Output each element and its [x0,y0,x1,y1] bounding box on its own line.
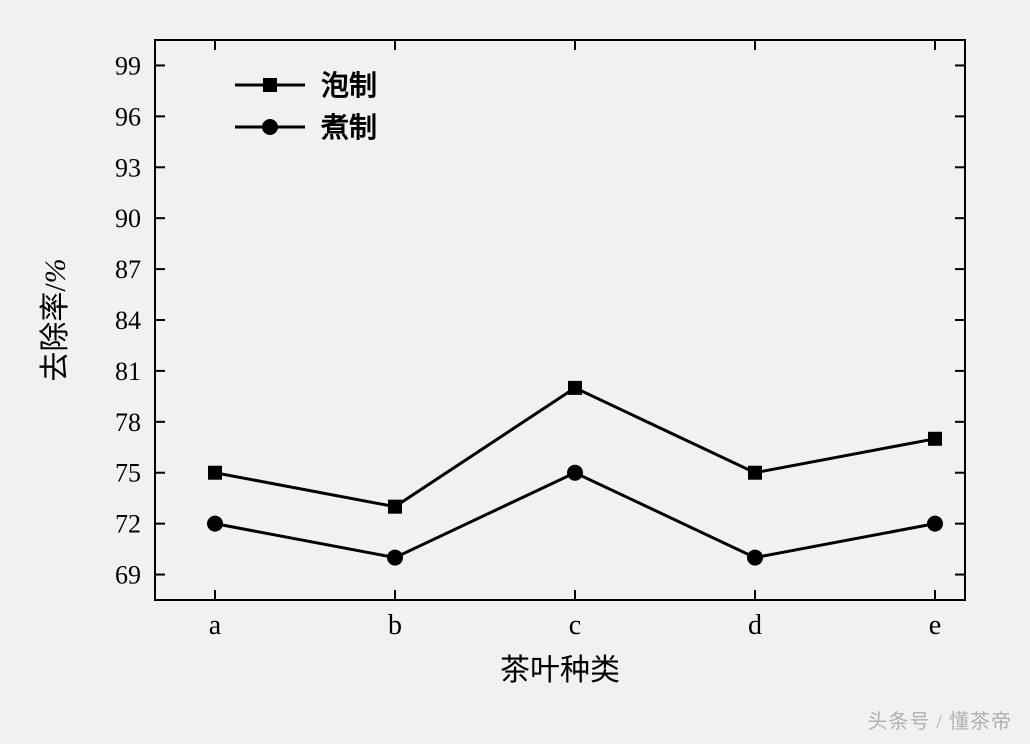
svg-text:d: d [748,610,762,641]
svg-text:87: 87 [115,255,141,284]
svg-text:69: 69 [115,561,141,590]
svg-text:煮制: 煮制 [320,112,377,143]
svg-text:泡制: 泡制 [321,69,377,101]
svg-text:75: 75 [115,459,141,488]
svg-text:茶叶种类: 茶叶种类 [500,654,620,687]
svg-text:a: a [209,610,222,641]
line-chart: 69 72 75 78 81 84 87 90 93 96 99 a b c d e 去除率/% 茶叶种类 泡制煮制 [0,0,1030,744]
svg-text:90: 90 [115,204,141,233]
svg-text:81: 81 [115,357,141,386]
svg-text:84: 84 [115,306,141,335]
svg-text:72: 72 [115,510,141,539]
svg-text:去除率/%: 去除率/% [39,258,72,381]
svg-text:78: 78 [115,408,141,437]
svg-text:99: 99 [115,51,141,80]
svg-text:93: 93 [115,153,141,182]
chart-container: 69 72 75 78 81 84 87 90 93 96 99 a b c d e 去除率/% 茶叶种类 泡制煮制… [0,0,1030,744]
svg-text:e: e [929,610,941,641]
svg-text:b: b [388,610,402,641]
svg-text:96: 96 [115,102,141,131]
svg-text:c: c [569,610,581,641]
